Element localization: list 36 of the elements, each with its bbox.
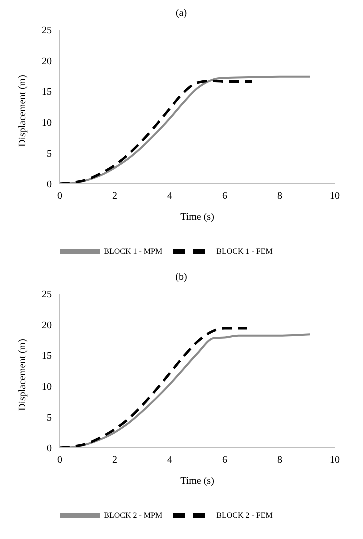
y-tick-label: 25 — [42, 290, 52, 301]
x-tick-label: 4 — [168, 455, 172, 466]
x-axis-title: Time (s) — [180, 212, 214, 223]
x-tick-label: 6 — [222, 455, 228, 466]
x-axis-title: Time (s) — [180, 476, 214, 487]
y-tick-label: 15 — [42, 87, 52, 98]
x-tick-label: 0 — [58, 455, 62, 466]
chart-title: (b) — [174, 272, 188, 285]
y-axis-title: Displacement (m) — [18, 339, 29, 411]
x-tick-label: 4 — [168, 191, 172, 202]
y-tick-label: 20 — [42, 320, 52, 332]
x-tick-label: 6 — [222, 191, 228, 202]
y-tick-label: 20 — [42, 56, 52, 68]
x-tick-label: 10 — [330, 455, 340, 466]
y-tick-label: 25 — [42, 26, 52, 37]
y-tick-label: 10 — [42, 382, 52, 393]
x-tick-label: 10 — [330, 191, 340, 202]
line-series — [60, 327, 248, 448]
legend-label: BLOCK 2 - MPM — [104, 510, 163, 520]
x-tick-label: 0 — [58, 191, 62, 202]
x-tick-label: 8 — [278, 191, 282, 202]
y-tick-label: 15 — [42, 351, 52, 362]
y-tick-label: 5 — [47, 148, 52, 160]
legend-label: BLOCK 2 - FEM — [216, 510, 273, 520]
legend-label: BLOCK 1 - FEM — [216, 246, 273, 256]
line-series — [60, 80, 254, 184]
y-tick-label: 5 — [47, 412, 52, 424]
legend-label: BLOCK 1 - MPM — [104, 246, 163, 256]
x-tick-label: 2 — [112, 191, 118, 202]
y-tick-label: 0 — [47, 180, 52, 191]
y-tick-label: 10 — [42, 118, 52, 129]
x-tick-label: 8 — [278, 455, 282, 466]
x-tick-label: 2 — [112, 455, 118, 466]
y-axis-title: Displacement (m) — [18, 75, 29, 147]
chart-title: (a) — [174, 8, 188, 21]
y-tick-label: 0 — [47, 444, 52, 455]
